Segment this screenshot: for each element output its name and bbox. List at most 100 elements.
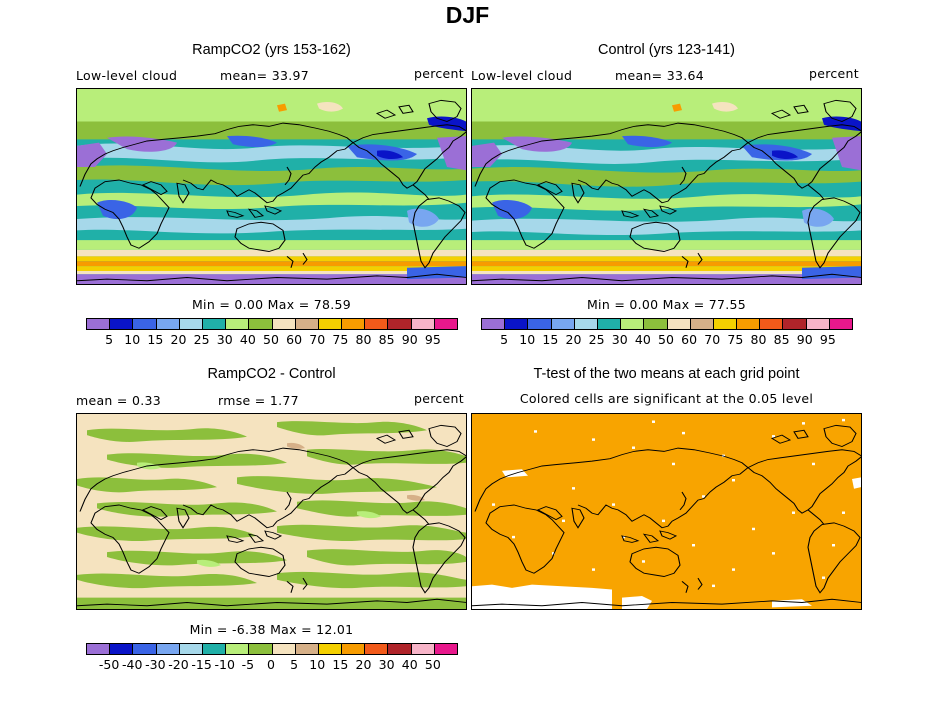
colorbar-swatch xyxy=(341,644,365,654)
colorbar-swatch xyxy=(87,319,110,329)
colorbar-tick-label: 95 xyxy=(424,332,441,347)
diff-colorbar xyxy=(86,643,458,655)
diff-units-label: percent xyxy=(414,391,464,406)
colorbar-swatch xyxy=(620,319,644,329)
colorbar-tick-label: 15 xyxy=(147,332,164,347)
colorbar-swatch xyxy=(225,319,249,329)
colorbar-tick-label: 90 xyxy=(796,332,813,347)
control-panel-title: Control (yrs 123-141) xyxy=(598,42,735,58)
colorbar-swatch xyxy=(410,644,434,654)
diff-colorbar-labels: -50 -40 -30 -20 -15 -10 -5 0 5 10 15 20 30 40 50 xyxy=(86,657,456,673)
colorbar-tick-label: 90 xyxy=(401,332,418,347)
colorbar-swatch xyxy=(248,644,272,654)
control-colorbar-labels: 5 10 15 20 25 30 40 50 60 70 75 80 85 90 95 xyxy=(481,332,851,348)
colorbar-swatch xyxy=(550,319,574,329)
diff-cloud-map xyxy=(76,413,467,610)
colorbar-tick-label: 25 xyxy=(588,332,605,347)
colorbar-tick-label: 85 xyxy=(773,332,790,347)
ttest-significance-map xyxy=(471,413,862,610)
colorbar-swatch xyxy=(410,319,434,329)
colorbar-tick-label: 20 xyxy=(355,657,372,672)
control-mean-label: mean= 33.64 xyxy=(615,68,704,83)
ramp-units-label: percent xyxy=(414,66,464,81)
colorbar-swatch xyxy=(271,644,295,654)
ramp-panel-title: RampCO2 (yrs 153-162) xyxy=(192,42,351,58)
ramp-colorbar-labels: 5 10 15 20 25 30 40 50 60 70 75 80 85 90 95 xyxy=(86,332,456,348)
ramp-minmax-label: Min = 0.00 Max = 78.59 xyxy=(191,297,352,312)
colorbar-swatch xyxy=(736,319,760,329)
diff-rmse-label: rmse = 1.77 xyxy=(218,393,299,408)
colorbar-swatch xyxy=(433,319,457,329)
figure-title: DJF xyxy=(445,2,490,28)
ramp-variable-label: Low-level cloud xyxy=(76,68,178,83)
colorbar-tick-label: -40 xyxy=(122,657,143,672)
ramp-cloud-map xyxy=(76,88,467,285)
colorbar-swatch xyxy=(248,319,272,329)
colorbar-tick-label: 40 xyxy=(401,657,418,672)
ramp-mean-label: mean= 33.97 xyxy=(220,68,309,83)
colorbar-swatch xyxy=(155,319,179,329)
colorbar-tick-label: -5 xyxy=(241,657,255,672)
colorbar-tick-label: 15 xyxy=(542,332,559,347)
colorbar-tick-label: 10 xyxy=(124,332,141,347)
colorbar-tick-label: 70 xyxy=(704,332,721,347)
colorbar-tick-label: 50 xyxy=(658,332,674,347)
colorbar-tick-label: -30 xyxy=(145,657,166,672)
colorbar-tick-label: 20 xyxy=(170,332,187,347)
colorbar-tick-label: 30 xyxy=(216,332,233,347)
control-units-label: percent xyxy=(809,66,859,81)
colorbar-swatch xyxy=(387,644,411,654)
colorbar-swatch xyxy=(527,319,551,329)
colorbar-tick-label: 25 xyxy=(193,332,210,347)
colorbar-swatch xyxy=(504,319,528,329)
colorbar-swatch xyxy=(178,644,202,654)
colorbar-tick-label: 60 xyxy=(286,332,303,347)
colorbar-swatch xyxy=(271,319,295,329)
colorbar-swatch xyxy=(689,319,713,329)
colorbar-swatch xyxy=(155,644,179,654)
colorbar-tick-label: 40 xyxy=(239,332,256,347)
colorbar-swatch xyxy=(828,319,852,329)
colorbar-swatch xyxy=(294,644,318,654)
colorbar-tick-label: 10 xyxy=(309,657,326,672)
colorbar-swatch xyxy=(712,319,737,329)
colorbar-tick-label: 15 xyxy=(332,657,349,672)
control-cloud-map xyxy=(471,88,862,285)
colorbar-swatch xyxy=(387,319,411,329)
colorbar-swatch xyxy=(225,644,249,654)
colorbar-tick-label: -15 xyxy=(191,657,212,672)
colorbar-tick-label: 85 xyxy=(378,332,395,347)
colorbar-swatch xyxy=(109,319,133,329)
colorbar-swatch xyxy=(341,319,365,329)
colorbar-tick-label: 75 xyxy=(332,332,349,347)
colorbar-swatch xyxy=(364,644,388,654)
colorbar-tick-label: 5 xyxy=(105,332,114,347)
colorbar-tick-label: 60 xyxy=(681,332,698,347)
colorbar-tick-label: 20 xyxy=(565,332,582,347)
colorbar-swatch xyxy=(433,644,457,654)
colorbar-tick-label: 0 xyxy=(267,657,275,672)
ttest-subtitle: Colored cells are significant at the 0.0… xyxy=(519,391,814,406)
colorbar-swatch xyxy=(666,319,690,329)
colorbar-swatch xyxy=(201,319,226,329)
colorbar-swatch xyxy=(573,319,597,329)
colorbar-swatch xyxy=(294,319,318,329)
colorbar-swatch xyxy=(317,644,342,654)
colorbar-swatch xyxy=(201,644,226,654)
colorbar-tick-label: 5 xyxy=(290,657,299,672)
colorbar-tick-label: -20 xyxy=(168,657,189,672)
colorbar-tick-label: 70 xyxy=(309,332,326,347)
colorbar-tick-label: 30 xyxy=(378,657,395,672)
colorbar-tick-label: 40 xyxy=(634,332,651,347)
diff-minmax-label: Min = -6.38 Max = 12.01 xyxy=(189,622,354,637)
colorbar-swatch xyxy=(805,319,829,329)
colorbar-tick-label: 30 xyxy=(611,332,628,347)
colorbar-tick-label: 50 xyxy=(263,332,279,347)
control-colorbar xyxy=(481,318,853,330)
colorbar-swatch xyxy=(317,319,342,329)
colorbar-swatch xyxy=(178,319,202,329)
colorbar-tick-label: 5 xyxy=(500,332,509,347)
diff-panel-title: RampCO2 - Control xyxy=(207,366,336,382)
colorbar-swatch xyxy=(364,319,388,329)
ramp-colorbar xyxy=(86,318,458,330)
